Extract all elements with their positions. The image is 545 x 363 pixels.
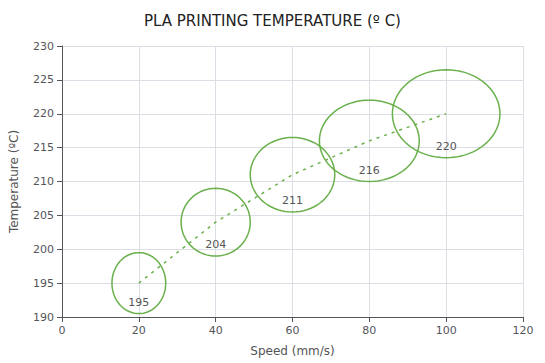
svg-text:215: 215: [33, 141, 54, 154]
svg-text:40: 40: [209, 324, 223, 337]
svg-text:80: 80: [362, 324, 376, 337]
svg-text:195: 195: [33, 277, 54, 290]
svg-text:120: 120: [513, 324, 534, 337]
svg-text:Temperature (ºC): Temperature (ºC): [7, 130, 21, 234]
svg-text:Speed (mm/s): Speed (mm/s): [250, 344, 334, 358]
svg-text:190: 190: [33, 311, 54, 324]
svg-text:195: 195: [128, 296, 149, 309]
svg-text:100: 100: [436, 324, 457, 337]
svg-text:225: 225: [33, 73, 54, 86]
svg-text:210: 210: [33, 175, 54, 188]
svg-text:230: 230: [33, 40, 54, 53]
svg-text:PLA PRINTING TEMPERATURE (º C): PLA PRINTING TEMPERATURE (º C): [144, 12, 401, 30]
svg-text:220: 220: [436, 140, 457, 153]
svg-text:220: 220: [33, 107, 54, 120]
svg-text:60: 60: [286, 324, 300, 337]
svg-text:200: 200: [33, 243, 54, 256]
svg-text:20: 20: [132, 324, 146, 337]
svg-text:205: 205: [33, 209, 54, 222]
svg-text:216: 216: [359, 164, 380, 177]
svg-text:211: 211: [282, 194, 303, 207]
svg-text:0: 0: [59, 324, 66, 337]
svg-text:204: 204: [205, 238, 226, 251]
